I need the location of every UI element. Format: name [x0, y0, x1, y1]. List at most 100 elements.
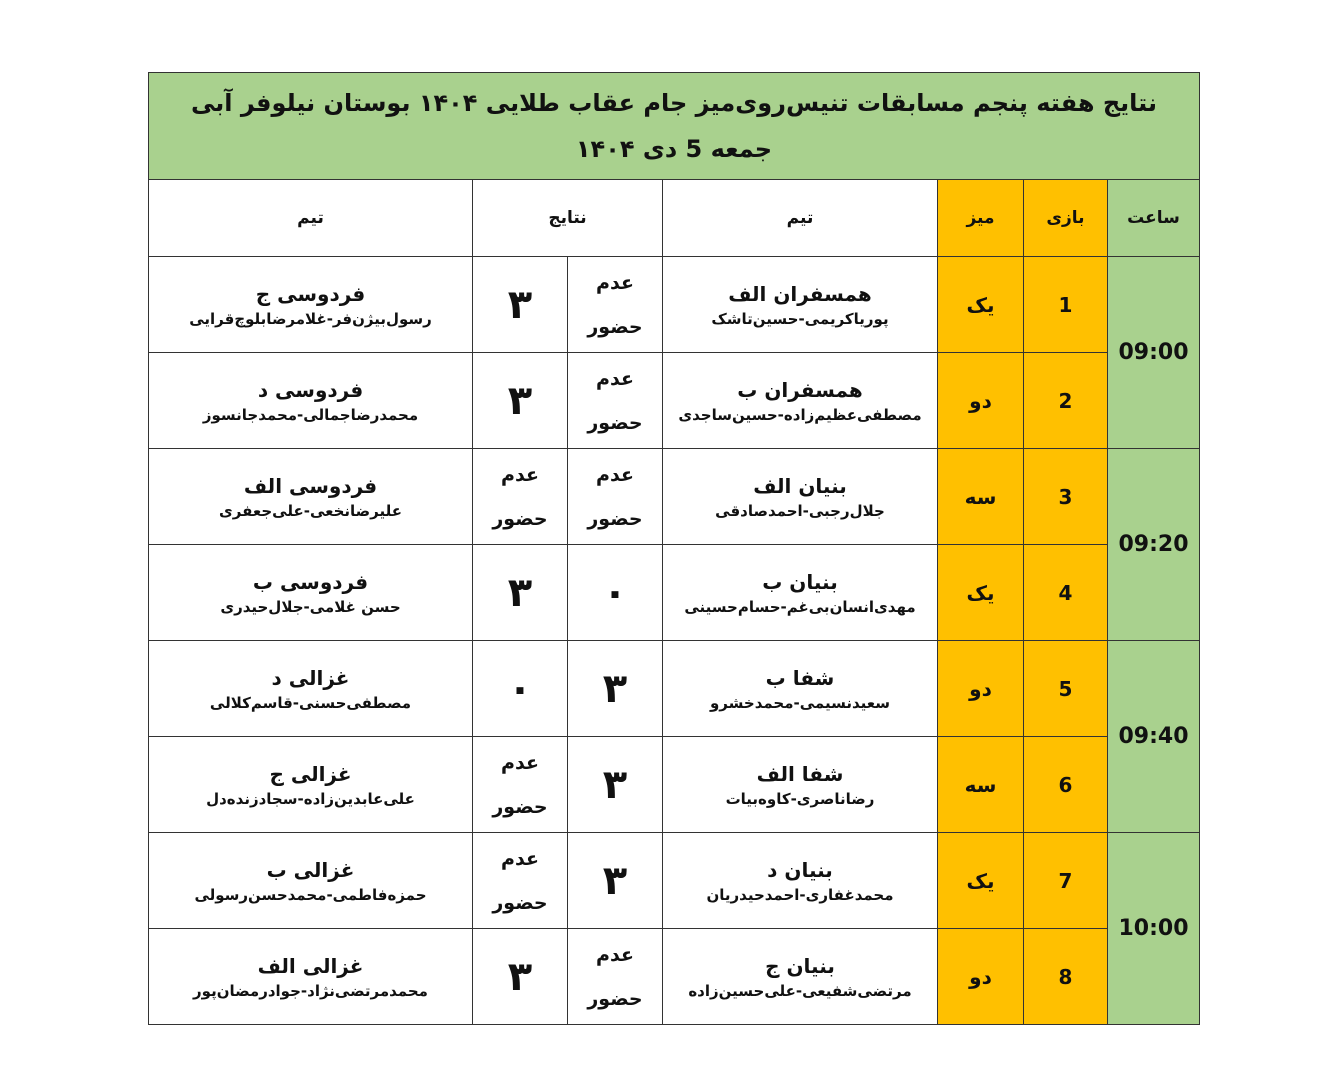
team2-name: فردوسی ج [255, 281, 366, 306]
time-slot: 10:00 [1107, 832, 1200, 1025]
game-number: 2 [1023, 352, 1108, 449]
team1-result: ۰ [567, 544, 663, 641]
table-number: سه [937, 736, 1024, 833]
table-number: یک [937, 256, 1024, 353]
team1-result: عدم حضور [567, 928, 663, 1025]
table-number: دو [937, 352, 1024, 449]
team2-result: عدم حضور [472, 832, 568, 929]
team1-cell: شفا ب سعیدنسیمی-محمدخشرو [662, 640, 938, 737]
header-row: ساعت بازی میز تیم نتایج تیم [148, 179, 1200, 257]
team1-players: مصطفی‌عظیم‌زاده-حسین‌ساجدی [678, 405, 922, 424]
team2-result: عدم حضور [472, 736, 568, 833]
team1-players: سعیدنسیمی-محمدخشرو [709, 693, 891, 712]
game-number: 3 [1023, 448, 1108, 545]
table-number: یک [937, 832, 1024, 929]
team2-name: غزالی ب [266, 857, 355, 882]
header-time: ساعت [1107, 179, 1200, 257]
team2-players: علیرضانخعی-علی‌جعفری [219, 501, 402, 520]
table-row: 6 سه شفا الف رضاناصری-کاوه‌بیات ۳ عدم حضور غزا… [148, 736, 1200, 833]
table-number: سه [937, 448, 1024, 545]
team1-cell: بنیان الف جلال‌رجبی-احمدصادقی [662, 448, 938, 545]
game-number: 8 [1023, 928, 1108, 1025]
table-row: 09:20 3 سه بنیان الف جلال‌رجبی-احمدصادقی عدم … [148, 448, 1200, 641]
team1-result: عدم حضور [567, 352, 663, 449]
team1-result: عدم حضور [567, 256, 663, 353]
team2-result-text: عدم حضور [492, 463, 548, 530]
page-title: نتایج هفته پنجم مسابقات تنیس‌روی‌میز جام… [191, 89, 1157, 117]
team1-players: محمدغفاری-احمدحیدریان [706, 885, 894, 904]
game-number: 5 [1023, 640, 1108, 737]
results-table: نتایج هفته پنجم مسابقات تنیس‌روی‌میز جام… [148, 72, 1200, 1025]
table-row: 10:00 7 یک بنیان د محمدغفاری-احمدحیدریان ۳ عدم… [148, 832, 1200, 1025]
team2-players: علی‌عابدین‌زاده-سجادزنده‌دل [206, 789, 415, 808]
team2-name: غزالی الف [257, 953, 364, 978]
team2-result: ۳ [472, 544, 568, 641]
team2-result: ۳ [472, 352, 568, 449]
team1-name: شفا الف [756, 761, 844, 786]
time-slot: 09:40 [1107, 640, 1200, 833]
team1-result: ۳ [567, 832, 663, 929]
team1-name: همسفران الف [728, 281, 872, 306]
team2-players: مصطفی‌حسنی-قاسم‌کلالی [209, 693, 412, 712]
team1-players: رضاناصری-کاوه‌بیات [725, 789, 875, 808]
title-banner: نتایج هفته پنجم مسابقات تنیس‌روی‌میز جام… [148, 72, 1200, 180]
team1-result-text: عدم حضور [587, 943, 643, 1010]
time-slot: 09:20 [1107, 448, 1200, 641]
team2-cell: غزالی ج علی‌عابدین‌زاده-سجادزنده‌دل [148, 736, 473, 833]
header-team1: تیم [662, 179, 938, 257]
table-number: دو [937, 928, 1024, 1025]
table-row: 8 دو بنیان ج مرتضی‌شفیعی-علی‌حسین‌زاده عدم ح… [148, 928, 1200, 1025]
team2-cell: غزالی د مصطفی‌حسنی-قاسم‌کلالی [148, 640, 473, 737]
team1-players: مرتضی‌شفیعی-علی‌حسین‌زاده [688, 981, 912, 1000]
team2-result: عدم حضور [472, 448, 568, 545]
team2-name: غزالی ج [269, 761, 352, 786]
header-team2: تیم [148, 179, 473, 257]
team1-cell: شفا الف رضاناصری-کاوه‌بیات [662, 736, 938, 833]
team2-result-text: عدم حضور [492, 751, 548, 818]
game-number: 7 [1023, 832, 1108, 929]
team1-players: پوریاکریمی-حسین‌تاشک [711, 309, 889, 328]
team2-name: غزالی د [271, 665, 350, 690]
game-number: 4 [1023, 544, 1108, 641]
team1-result: عدم حضور [567, 448, 663, 545]
team1-name: بنیان الف [753, 473, 847, 498]
team2-players: حسن غلامی-جلال‌حیدری [220, 597, 401, 616]
team1-result: ۳ [567, 640, 663, 737]
team2-players: محمدرضاجمالی-محمدجانسوز [202, 405, 419, 424]
team2-result: ۰ [472, 640, 568, 737]
table-row: 4 یک بنیان ب مهدی‌انسان‌بی‌غم-حسام‌حسینی ۰ ۳ ف… [148, 544, 1200, 641]
team1-players: جلال‌رجبی-احمدصادقی [715, 501, 885, 520]
game-number: 6 [1023, 736, 1108, 833]
team2-players: رسول‌بیژن‌فر-غلامرضابلوچ‌قرایی [189, 309, 432, 328]
team2-name: فردوسی د [257, 377, 364, 402]
page-date: جمعه 5 دی ۱۴۰۴ [575, 135, 773, 163]
header-results: نتایج [472, 179, 663, 257]
team1-cell: بنیان ب مهدی‌انسان‌بی‌غم-حسام‌حسینی [662, 544, 938, 641]
team2-players: حمزه‌فاطمی-محمدحسن‌رسولی [194, 885, 427, 904]
team1-result-text: عدم حضور [587, 271, 643, 338]
team1-name: همسفران ب [737, 377, 863, 402]
team1-result: ۳ [567, 736, 663, 833]
time-slot: 09:00 [1107, 256, 1200, 449]
team1-cell: بنیان د محمدغفاری-احمدحیدریان [662, 832, 938, 929]
team2-result: ۳ [472, 256, 568, 353]
team1-cell: همسفران الف پوریاکریمی-حسین‌تاشک [662, 256, 938, 353]
team2-name: فردوسی الف [243, 473, 378, 498]
team2-cell: غزالی الف محمدمرتضی‌نژاد-جوادرمضان‌پور [148, 928, 473, 1025]
team1-name: بنیان د [767, 857, 833, 882]
team1-name: شفا ب [765, 665, 835, 690]
team1-name: بنیان ب [762, 569, 838, 594]
team1-result-text: عدم حضور [587, 367, 643, 434]
table-row: 09:40 5 دو شفا ب سعیدنسیمی-محمدخشرو ۳ ۰ غزالی د… [148, 640, 1200, 833]
team2-cell: غزالی ب حمزه‌فاطمی-محمدحسن‌رسولی [148, 832, 473, 929]
team1-players: مهدی‌انسان‌بی‌غم-حسام‌حسینی [684, 597, 916, 616]
team2-cell: فردوسی الف علیرضانخعی-علی‌جعفری [148, 448, 473, 545]
team2-result-text: عدم حضور [492, 847, 548, 914]
team2-result: ۳ [472, 928, 568, 1025]
team1-name: بنیان ج [765, 953, 835, 978]
game-number: 1 [1023, 256, 1108, 353]
team2-name: فردوسی ب [252, 569, 369, 594]
team1-cell: بنیان ج مرتضی‌شفیعی-علی‌حسین‌زاده [662, 928, 938, 1025]
team1-cell: همسفران ب مصطفی‌عظیم‌زاده-حسین‌ساجدی [662, 352, 938, 449]
team1-result-text: عدم حضور [587, 463, 643, 530]
